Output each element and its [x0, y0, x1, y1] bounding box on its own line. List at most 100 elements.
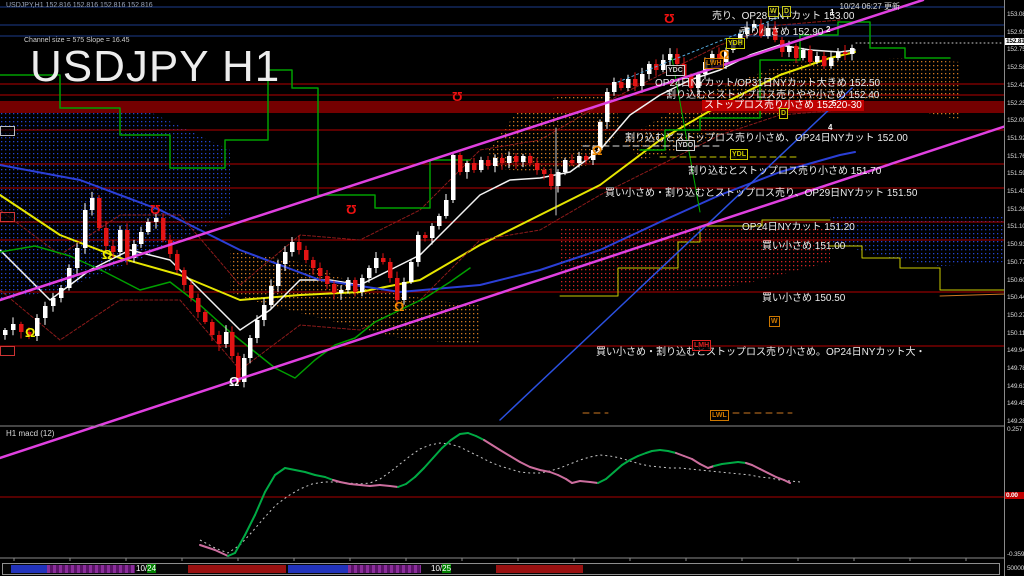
macd-pane-label: H1 macd (12): [6, 429, 54, 438]
candle-bear: [486, 160, 491, 166]
candle-bull: [276, 264, 281, 286]
candle-bull: [437, 216, 442, 226]
candle-bull: [146, 222, 151, 232]
candle-bear: [619, 82, 624, 88]
macd-main-segment: [451, 434, 460, 440]
candle-bear: [189, 285, 194, 298]
top-reversal-marker-1: Ω: [346, 203, 356, 216]
date-label-25: 10/25: [431, 564, 451, 573]
candle-bull: [35, 318, 40, 336]
macd-main-segment: [370, 485, 380, 486]
mt4-chart-window: USDJPY,H1 152.816 152.816 152.816 152.81…: [0, 0, 1024, 576]
candle-bull: [11, 324, 16, 330]
candle-bull: [283, 252, 288, 264]
candle-bear: [584, 156, 589, 160]
candle-bear: [528, 156, 533, 163]
price-tick-label: 152.915: [1007, 29, 1024, 36]
macd-main-segment: [606, 472, 614, 479]
macd-main-segment: [660, 450, 668, 451]
top-reversal-marker-3: Ω: [664, 12, 674, 25]
candle-bull: [416, 235, 421, 262]
pivot-number-5: 5: [832, 99, 836, 108]
candle-bear: [843, 52, 848, 54]
candle-bear: [304, 250, 309, 260]
macd-main-segment: [638, 453, 646, 456]
macd-main-segment: [590, 482, 598, 483]
macd-main-segment: [200, 545, 215, 550]
price-tick-label: 150.275: [1007, 312, 1024, 319]
candle-bull: [409, 262, 414, 282]
macd-main-segment: [722, 463, 730, 464]
macd-main-segment: [305, 472, 315, 475]
candle-bear: [500, 158, 505, 163]
price-tick-label: 149.945: [1007, 347, 1024, 354]
candle-bull: [815, 56, 820, 62]
bottom-reversal-marker-6: Ω: [229, 375, 239, 388]
macd-main-segment: [265, 475, 275, 492]
candle-bull: [577, 156, 582, 163]
price-axis[interactable]: 153.080152.915152.750152.585152.420152.2…: [1004, 0, 1024, 576]
price-tick-label: 150.935: [1007, 241, 1024, 248]
current-price-tag: 152.816: [1005, 38, 1024, 45]
bottom-reversal-marker-9: Ω: [719, 48, 729, 61]
level-tag-d: D: [779, 108, 788, 119]
session-segment-1: [47, 565, 135, 573]
candle-bull: [269, 286, 274, 305]
candle-bull: [224, 332, 229, 344]
candle-bear: [125, 230, 130, 258]
session-segment-0: [11, 565, 47, 573]
macd-main-segment: [433, 448, 442, 458]
price-tick-label: 151.265: [1007, 206, 1024, 213]
candle-bull: [507, 156, 512, 163]
macd-main-segment: [558, 475, 566, 479]
macd-main-segment: [255, 492, 265, 515]
candle-bull: [402, 282, 407, 300]
macd-main-segment: [215, 550, 228, 556]
macd-main-segment: [476, 436, 484, 440]
candle-bear: [175, 254, 180, 270]
session-segment-5: [496, 565, 583, 573]
level-tag-ydc: YDC: [666, 65, 685, 76]
macd-scale-bottom: -0.359: [1007, 551, 1024, 558]
level-annotation-1: 売り小さめ 152.90: [740, 27, 823, 38]
candle-bull: [451, 155, 456, 200]
top-reversal-marker-0: Ω: [150, 203, 160, 216]
kumo-orange-right: [940, 294, 1006, 296]
price-tick-label: 152.255: [1007, 100, 1024, 107]
candle-bull: [75, 248, 80, 268]
price-tick-label: 151.595: [1007, 170, 1024, 177]
ohlc-readout: USDJPY,H1 152.816 152.816 152.816 152.81…: [6, 2, 153, 9]
edge-object-box-1: [0, 212, 15, 222]
macd-main-segment: [738, 462, 746, 463]
candle-bear: [535, 163, 540, 170]
cloud-blue-0: [0, 112, 230, 300]
candle-bull: [605, 92, 610, 122]
macd-main-segment: [350, 484, 360, 485]
pivot-number-1: 1: [830, 8, 834, 17]
macd-main-segment: [580, 481, 590, 482]
candle-bull: [290, 242, 295, 252]
candle-bull: [836, 52, 841, 58]
candle-bull: [850, 48, 855, 54]
candle-bear: [395, 278, 400, 300]
session-time-bar[interactable]: 10/2410/25: [2, 563, 1000, 575]
macd-main-segment: [614, 465, 622, 472]
candle-bear: [325, 276, 330, 284]
level-tag-w: W: [769, 316, 780, 327]
candle-bull: [430, 226, 435, 238]
volume-scale-label: 50000: [1007, 565, 1024, 572]
candle-bull: [367, 268, 372, 278]
macd-main-segment: [692, 459, 700, 464]
candle-bear: [318, 268, 323, 276]
candle-bull: [339, 290, 344, 293]
candle-bear: [297, 242, 302, 250]
candle-bull: [59, 288, 64, 298]
candle-bull: [640, 74, 645, 86]
candle-bull: [43, 306, 48, 318]
price-tick-label: 149.450: [1007, 400, 1024, 407]
candle-bear: [381, 258, 386, 262]
candle-bear: [217, 335, 222, 344]
macd-main-segment: [714, 464, 722, 466]
candle-bear: [353, 280, 358, 292]
candle-bull: [661, 60, 666, 70]
